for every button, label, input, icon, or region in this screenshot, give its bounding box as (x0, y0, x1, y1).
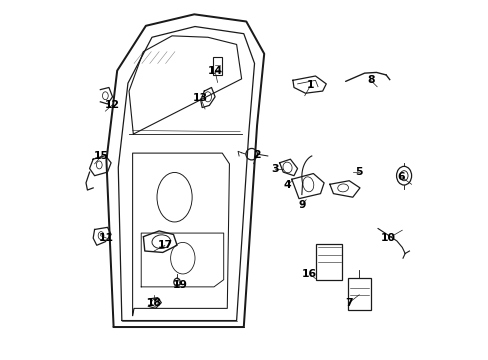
Text: 9: 9 (298, 200, 305, 210)
Text: 6: 6 (397, 172, 405, 182)
Text: 11: 11 (99, 233, 114, 243)
Text: 15: 15 (94, 150, 109, 161)
Text: 19: 19 (173, 280, 188, 290)
Text: 8: 8 (366, 75, 374, 85)
Text: 18: 18 (146, 298, 162, 308)
Text: 13: 13 (193, 93, 208, 103)
Bar (347, 278, 370, 310)
Text: 16: 16 (302, 269, 317, 279)
Text: 7: 7 (345, 298, 352, 308)
Bar (315, 244, 342, 280)
Text: 2: 2 (253, 150, 260, 160)
Text: 5: 5 (355, 167, 362, 177)
Text: 17: 17 (157, 240, 172, 250)
Text: 14: 14 (207, 66, 222, 76)
Text: 4: 4 (283, 180, 291, 190)
Text: 10: 10 (380, 233, 395, 243)
Text: 12: 12 (105, 100, 120, 110)
Text: 1: 1 (306, 80, 314, 90)
Text: 3: 3 (271, 164, 278, 174)
Bar (212, 57, 222, 75)
